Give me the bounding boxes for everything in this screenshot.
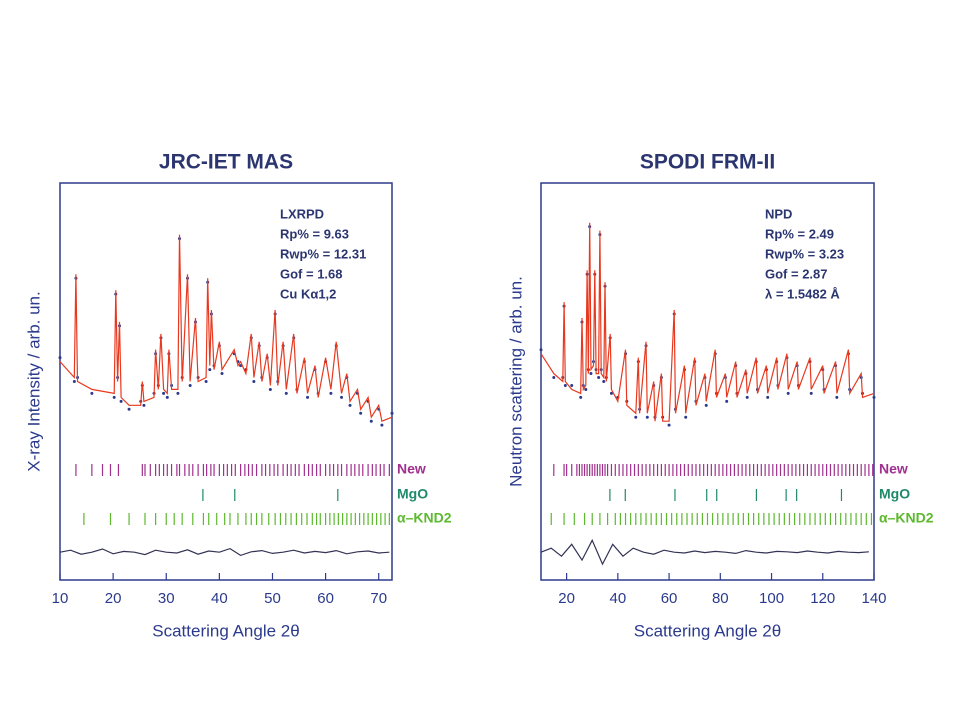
observed-point xyxy=(766,395,770,399)
y-axis-label: Neutron scattering / arb. un. xyxy=(506,276,525,487)
observed-point xyxy=(584,387,588,391)
annotation: LXRPD xyxy=(280,206,324,221)
x-tick-label: 40 xyxy=(610,590,627,607)
observed-point xyxy=(872,395,876,399)
observed-point xyxy=(390,411,394,415)
observed-point xyxy=(745,395,749,399)
observed-point xyxy=(329,391,333,395)
observed-point xyxy=(645,415,649,419)
observed-point xyxy=(589,372,593,376)
x-tick-label: 40 xyxy=(211,590,228,607)
chart-title: SPODI FRM-II xyxy=(640,151,775,174)
x-tick-label: 60 xyxy=(317,590,334,607)
calculated-line xyxy=(540,222,875,422)
observed-point xyxy=(563,383,567,387)
x-tick-label: 30 xyxy=(158,590,175,607)
observed-point xyxy=(602,380,606,383)
observed-point xyxy=(165,395,169,399)
x-tick-label: 120 xyxy=(810,590,835,607)
annotation: Rp% = 9.63 xyxy=(280,226,349,241)
observed-point xyxy=(570,383,574,387)
observed-point xyxy=(539,348,543,352)
phase-label: α–KND2 xyxy=(397,510,452,526)
observed-point xyxy=(609,391,613,395)
observed-point xyxy=(835,395,839,399)
observed-point xyxy=(634,415,638,419)
chart-title: JRC-IET MAS xyxy=(159,151,293,174)
observed-point xyxy=(597,376,601,380)
observed-point xyxy=(204,380,208,383)
phase-label: New xyxy=(879,461,908,477)
observed-point xyxy=(348,403,352,407)
panel: JRC-IET MAS 10 20 30 40 50 60 70 Scattering Angl… xyxy=(24,151,451,641)
panel: SPODI FRM-II 20 40 60 80 100 120 140 Scattering … xyxy=(506,151,933,641)
observed-point xyxy=(119,399,123,403)
annotation: Rwp% = 12.31 xyxy=(280,246,366,261)
observed-point xyxy=(142,403,146,407)
x-tick-label: 80 xyxy=(712,590,729,607)
observed-point xyxy=(380,423,384,427)
observed-point xyxy=(369,419,373,423)
x-tick-label: 50 xyxy=(264,590,281,607)
observed-point xyxy=(208,368,212,372)
observed-point xyxy=(252,380,256,383)
observed-point xyxy=(72,380,76,383)
annotation: Cu Kα1,2 xyxy=(280,286,336,301)
x-tick-label: 20 xyxy=(558,590,575,607)
annotation: λ = 1.5482 Å xyxy=(765,286,840,301)
observed-point xyxy=(239,364,243,368)
x-axis-label: Scattering Angle 2θ xyxy=(634,621,781,640)
observed-point xyxy=(127,407,131,411)
annotation: Gof = 1.68 xyxy=(280,266,343,281)
x-tick-label: 60 xyxy=(661,590,678,607)
observed-point xyxy=(725,399,729,403)
observed-point xyxy=(809,391,813,395)
observed-point xyxy=(306,395,310,399)
observed-point xyxy=(268,387,272,391)
x-tick-label: 20 xyxy=(105,590,122,607)
y-axis-label: X-ray Intensity / arb. un. xyxy=(24,291,43,471)
observed-point xyxy=(667,423,671,427)
annotation: NPD xyxy=(765,206,792,221)
observed-point xyxy=(162,391,166,395)
calculated-line xyxy=(59,234,393,423)
observed-point xyxy=(176,391,180,395)
phase-label: MgO xyxy=(879,486,910,502)
x-tick-label: 70 xyxy=(370,590,387,607)
annotation: Rp% = 2.49 xyxy=(765,226,834,241)
plot-frame xyxy=(540,182,875,581)
x-tick-label: 140 xyxy=(861,590,886,607)
observed-point xyxy=(112,395,116,399)
observed-point xyxy=(684,415,688,419)
observed-point xyxy=(579,395,583,399)
observed-point xyxy=(552,376,556,380)
x-axis-label: Scattering Angle 2θ xyxy=(152,621,299,640)
plot-frame xyxy=(59,182,393,581)
observed-point xyxy=(359,411,363,415)
observed-point xyxy=(284,391,288,395)
x-tick-label: 100 xyxy=(759,590,784,607)
phase-label: MgO xyxy=(397,486,428,502)
difference-line xyxy=(59,547,390,557)
difference-line xyxy=(540,538,869,566)
observed-point xyxy=(58,356,62,360)
x-tick-label: 10 xyxy=(52,590,69,607)
annotation: Gof = 2.87 xyxy=(765,266,828,281)
phase-label: α–KND2 xyxy=(879,510,934,526)
phase-label: New xyxy=(397,461,426,477)
observed-point xyxy=(786,391,790,395)
observed-point xyxy=(220,372,224,376)
annotation: Rwp% = 3.23 xyxy=(765,246,844,261)
observed-point xyxy=(704,403,708,407)
observed-point xyxy=(90,391,94,395)
observed-point xyxy=(340,395,344,399)
observed-point xyxy=(188,383,192,387)
